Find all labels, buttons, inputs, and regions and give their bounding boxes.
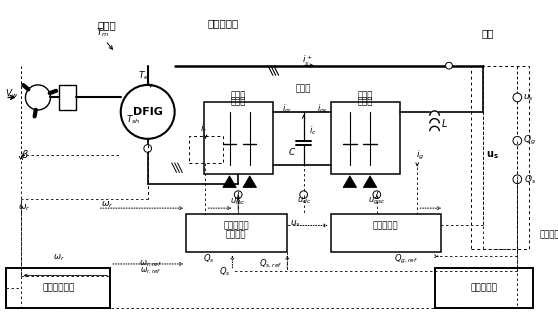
Text: 无功控制器: 无功控制器	[470, 284, 497, 292]
Circle shape	[513, 175, 522, 184]
Circle shape	[234, 191, 242, 198]
Text: $\omega_r$: $\omega_r$	[18, 203, 31, 213]
Bar	[330, 214, 441, 252]
Text: $Q_s$: $Q_s$	[524, 173, 536, 186]
Bar	[330, 102, 400, 174]
Text: $i_{os}$: $i_{os}$	[316, 103, 328, 115]
Text: C: C	[289, 148, 295, 157]
Text: 风力机控制器: 风力机控制器	[42, 284, 74, 292]
Circle shape	[513, 136, 522, 145]
Circle shape	[446, 62, 453, 69]
Text: $\omega_{r,ref}$: $\omega_{r,ref}$	[139, 259, 162, 269]
Text: $i_{or}$: $i_{or}$	[282, 103, 292, 115]
Text: $V_w$: $V_w$	[5, 87, 18, 100]
Bar	[204, 102, 273, 174]
Bar	[59, 85, 76, 110]
Text: $\mathbf{u_s}$: $\mathbf{u_s}$	[486, 149, 499, 161]
Polygon shape	[243, 176, 257, 188]
Text: 变流器: 变流器	[358, 98, 373, 107]
Text: $Q_s$: $Q_s$	[203, 253, 214, 265]
Text: $\omega_{r.ref}$: $\omega_{r.ref}$	[140, 266, 161, 276]
Text: 器控制器: 器控制器	[226, 231, 247, 240]
Circle shape	[373, 191, 381, 198]
Text: 转子侧变流: 转子侧变流	[223, 221, 249, 230]
Text: 电网侧: 电网侧	[358, 91, 373, 100]
Text: $Q_s$: $Q_s$	[219, 265, 230, 278]
Text: $u_{rsc}$: $u_{rsc}$	[230, 196, 246, 207]
Polygon shape	[343, 176, 357, 188]
Polygon shape	[363, 176, 377, 188]
Text: $u_s$: $u_s$	[523, 92, 535, 103]
Text: $T_m$: $T_m$	[96, 27, 109, 39]
Bar	[471, 66, 529, 249]
Polygon shape	[223, 176, 236, 188]
Circle shape	[121, 85, 175, 139]
Text: $Q_{s,ref}$: $Q_{s,ref}$	[259, 258, 283, 270]
Text: 变流器: 变流器	[230, 98, 246, 107]
Circle shape	[144, 145, 152, 152]
Text: $\beta$: $\beta$	[21, 148, 28, 162]
Text: $i_c$: $i_c$	[309, 125, 316, 137]
Text: $T_{sh}$: $T_{sh}$	[126, 113, 141, 126]
Text: $Q_{g,ref}$: $Q_{g,ref}$	[393, 252, 418, 266]
Text: $L$: $L$	[441, 117, 448, 129]
Bar	[186, 214, 287, 252]
Text: $T_e$: $T_e$	[138, 69, 150, 82]
Bar	[189, 136, 223, 163]
Text: $u_{dc}$: $u_{dc}$	[296, 195, 311, 206]
Text: $u_s$: $u_s$	[290, 218, 300, 229]
Text: 直流链: 直流链	[296, 84, 311, 93]
Bar	[435, 268, 533, 308]
Text: $i_s^+$: $i_s^+$	[302, 54, 313, 68]
Text: 器控制器: 器控制器	[540, 231, 558, 240]
Text: $\omega_r$: $\omega_r$	[53, 253, 65, 263]
Text: 风力机: 风力机	[98, 20, 117, 30]
Circle shape	[513, 93, 522, 102]
Text: 电网侧变流: 电网侧变流	[373, 221, 398, 230]
Text: 电网: 电网	[481, 28, 494, 38]
Text: $i_r$: $i_r$	[200, 123, 207, 135]
Text: 转子侧: 转子侧	[230, 91, 246, 100]
Text: $u_{gsc}$: $u_{gsc}$	[368, 196, 386, 207]
Text: 双馈发电机: 双馈发电机	[207, 18, 238, 28]
Text: DFIG: DFIG	[133, 107, 162, 117]
Text: $Q_g$: $Q_g$	[523, 134, 536, 147]
Text: $\omega_r$: $\omega_r$	[101, 200, 113, 211]
Text: $i_g$: $i_g$	[416, 148, 424, 162]
Circle shape	[300, 191, 307, 198]
Circle shape	[26, 85, 50, 110]
Bar	[6, 268, 110, 308]
